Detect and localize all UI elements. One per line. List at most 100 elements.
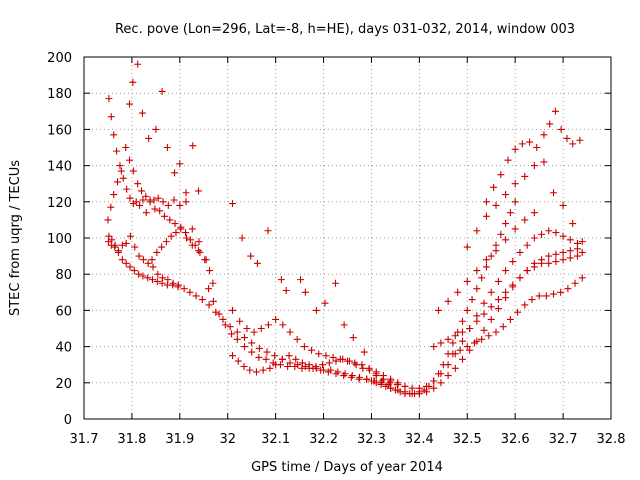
- data-point: [145, 134, 153, 142]
- data-point: [117, 167, 125, 175]
- y-tick-label: 100: [47, 232, 72, 247]
- data-point: [229, 306, 237, 314]
- data-point: [352, 361, 360, 369]
- data-point: [205, 301, 213, 309]
- data-point: [435, 306, 443, 314]
- data-point: [172, 229, 180, 237]
- data-point: [293, 335, 301, 343]
- data-point: [463, 343, 471, 351]
- x-tick-label: 32: [219, 432, 236, 447]
- data-point: [516, 248, 524, 256]
- data-point: [340, 321, 348, 329]
- data-point: [171, 220, 179, 228]
- data-point: [186, 288, 194, 296]
- data-point: [196, 248, 204, 256]
- data-point: [152, 125, 160, 133]
- data-point: [126, 156, 134, 164]
- data-point: [308, 346, 316, 354]
- x-tick-label: 32.1: [261, 432, 290, 447]
- data-point: [552, 258, 560, 266]
- y-tick-label: 120: [47, 196, 72, 211]
- data-point: [248, 339, 256, 347]
- data-point: [322, 352, 330, 360]
- data-point: [540, 158, 548, 166]
- data-point: [292, 355, 300, 363]
- data-point: [325, 359, 333, 367]
- data-point: [535, 292, 543, 300]
- x-tick-label: 32.6: [501, 432, 530, 447]
- data-point: [195, 187, 203, 195]
- data-point: [444, 335, 452, 343]
- data-point: [191, 241, 199, 249]
- data-point: [487, 252, 495, 260]
- data-point: [444, 361, 452, 369]
- data-point: [480, 326, 488, 334]
- data-point: [123, 185, 131, 193]
- data-point: [487, 303, 495, 311]
- data-point: [176, 201, 184, 209]
- data-point: [573, 252, 581, 260]
- data-point: [516, 274, 524, 282]
- x-tick-label: 32.2: [309, 432, 338, 447]
- data-point: [523, 241, 531, 249]
- data-point: [545, 259, 553, 267]
- x-tick-label: 31.9: [165, 432, 194, 447]
- data-point: [506, 315, 514, 323]
- data-point: [377, 381, 385, 389]
- data-point: [494, 305, 502, 313]
- data-point: [129, 167, 137, 175]
- data-point: [266, 364, 274, 372]
- data-point: [139, 272, 147, 280]
- data-point: [502, 288, 510, 296]
- y-axis-label: STEC from uqrg / TECUs: [8, 160, 23, 316]
- y-tick-label: 40: [55, 341, 72, 356]
- data-point: [526, 138, 534, 146]
- data-point: [189, 142, 197, 150]
- data-point: [473, 227, 481, 235]
- data-point: [502, 267, 510, 275]
- data-point: [341, 370, 349, 378]
- data-point: [118, 256, 126, 264]
- data-point: [490, 183, 498, 191]
- data-point: [348, 372, 356, 380]
- data-point: [578, 248, 586, 256]
- data-point: [246, 366, 254, 374]
- data-point: [511, 225, 519, 233]
- data-point: [530, 162, 538, 170]
- data-point: [494, 277, 502, 285]
- data-point: [528, 296, 536, 304]
- data-point: [514, 308, 522, 316]
- data-point: [104, 216, 112, 224]
- data-point: [492, 247, 500, 255]
- data-point: [463, 306, 471, 314]
- data-point: [134, 60, 142, 68]
- x-tick-label: 32.8: [597, 432, 626, 447]
- data-point: [578, 238, 586, 246]
- x-axis-label: GPS time / Days of year 2014: [251, 460, 443, 475]
- data-point: [564, 285, 572, 293]
- data-point: [387, 377, 395, 385]
- data-point: [243, 325, 251, 332]
- data-point: [497, 171, 505, 179]
- data-point: [511, 180, 519, 188]
- data-point: [166, 216, 174, 224]
- data-point: [473, 317, 481, 325]
- data-point: [286, 328, 294, 336]
- data-point: [360, 348, 368, 356]
- data-point: [478, 335, 486, 343]
- y-tick-label: 200: [47, 51, 72, 66]
- data-point: [366, 366, 374, 374]
- data-point: [372, 372, 380, 380]
- data-point: [205, 285, 213, 293]
- data-point: [229, 200, 237, 208]
- data-point: [135, 270, 143, 278]
- data-point: [195, 238, 203, 246]
- data-point: [255, 353, 263, 361]
- data-point: [552, 229, 560, 237]
- y-tick-label: 20: [55, 377, 72, 392]
- data-point: [478, 274, 486, 282]
- data-point: [401, 388, 409, 396]
- data-point: [492, 328, 500, 336]
- data-point: [122, 144, 130, 151]
